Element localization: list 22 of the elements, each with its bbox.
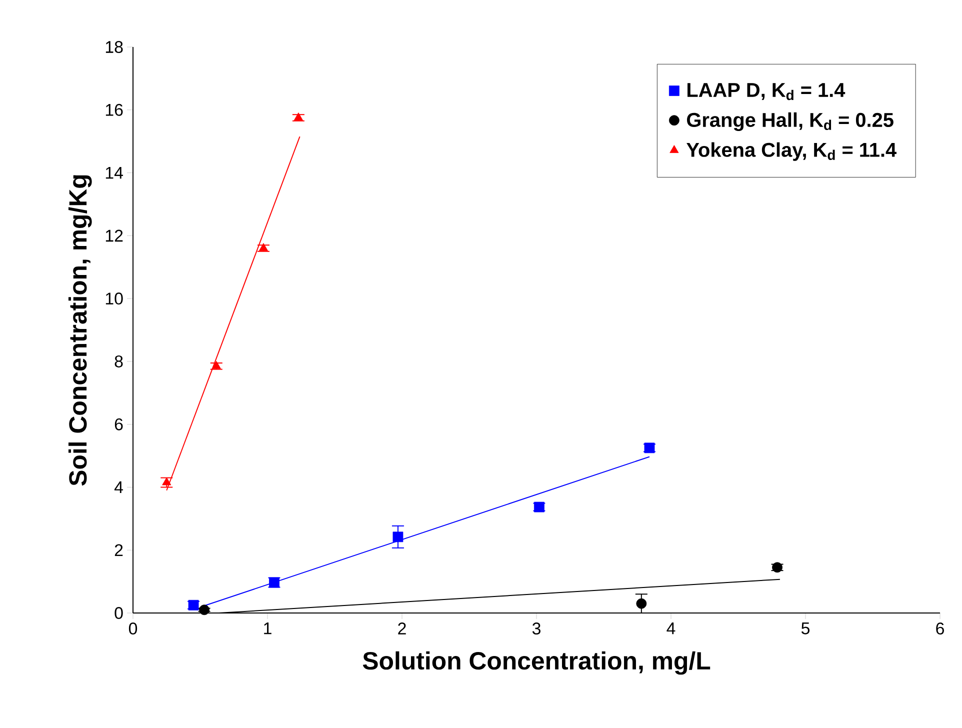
x-tick-label: 5 — [801, 622, 810, 634]
x-axis-title: Solution Concentration, mg/L — [362, 651, 710, 675]
y-tick-label: 18 — [106, 40, 123, 53]
x-tick-label: 3 — [532, 622, 540, 635]
y-tick-label: 2 — [114, 544, 123, 556]
y-tick-label: 16 — [106, 104, 123, 116]
y-tick-label: 4 — [114, 481, 123, 494]
y-tick-label: 6 — [114, 418, 123, 430]
y-tick-label: 14 — [106, 166, 123, 179]
legend-label: Yokena Clay, K$_{d}$ = 11.4 — [686, 142, 896, 161]
y-axis-title: Soil Concentration, mg/Kg — [68, 175, 92, 486]
y-tick-label: 8 — [114, 355, 123, 368]
legend-label: Grange Hall, K$_{d}$ = 0.25 — [686, 112, 894, 132]
x-tick-label: 2 — [398, 622, 406, 634]
y-tick-label: 10 — [106, 292, 123, 305]
x-tick-label: 0 — [128, 622, 138, 635]
x-tick-label: 4 — [666, 622, 676, 634]
legend-label: LAAP D, K$_{d}$ = 1.4 — [688, 83, 846, 100]
y-tick-label: 0 — [114, 607, 123, 619]
y-tick-label: 12 — [106, 230, 123, 242]
x-tick-label: 1 — [264, 622, 272, 634]
x-tick-label: 6 — [936, 622, 944, 635]
